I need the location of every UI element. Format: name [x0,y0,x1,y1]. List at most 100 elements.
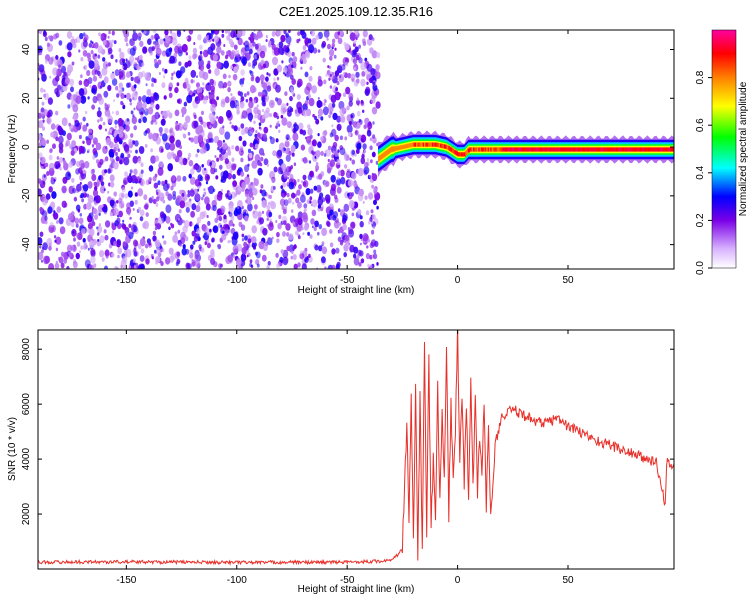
noise-blob [358,57,363,64]
noise-blob [155,196,160,202]
noise-blob [196,75,198,78]
signal-core-cell [429,142,432,147]
noise-blob [116,93,120,98]
noise-blob [109,150,115,159]
noise-blob [331,42,335,48]
signal-core-cell [601,147,604,152]
noise-blob [343,203,350,212]
noise-blob [207,46,214,55]
noise-blob [310,30,316,37]
noise-blob [327,145,332,151]
noise-blob [221,33,225,38]
noise-blob [257,132,261,138]
noise-blob [259,50,266,59]
signal-core-cell [420,142,423,147]
noise-blob [282,208,287,215]
noise-blob [197,135,203,143]
signal-core-cell [458,152,461,157]
noise-blob [180,161,184,166]
noise-blob [229,169,233,174]
noise-blob [61,75,66,81]
noise-blob [304,41,309,47]
noise-blob [127,82,132,88]
noise-blob [158,160,164,168]
noise-blob [346,114,352,122]
noise-blob [189,189,195,197]
noise-blob [159,211,165,219]
noise-blob [182,219,185,224]
signal-core-cell [435,142,439,147]
noise-blob [242,140,247,147]
noise-blob [142,102,147,109]
noise-blob [179,145,183,150]
noise-blob [272,56,278,66]
noise-blob [162,51,166,57]
signal-core-cell [523,147,526,152]
noise-blob [307,127,313,136]
noise-blob [98,73,103,79]
noise-blob [39,30,42,35]
noise-blob [168,247,174,255]
noise-blob [184,61,189,68]
noise-blob [140,248,145,254]
noise-blob [165,216,171,224]
noise-blob [251,160,258,169]
noise-blob [153,58,158,64]
noise-blob [66,244,73,253]
noise-blob [107,190,110,194]
noise-blob [48,57,54,65]
noise-blob [288,42,291,46]
noise-blob [66,132,72,141]
signal-core-cell [564,147,567,152]
noise-blob [287,67,294,76]
noise-blob [155,202,159,207]
noise-blob [138,146,145,154]
noise-blob [265,35,268,39]
noise-blob [280,114,284,119]
noise-blob [355,71,360,78]
noise-blob [326,221,331,228]
noise-blob [96,159,100,164]
signal-core-cell [629,147,632,152]
noise-blob [88,43,93,48]
noise-blob [169,82,173,88]
signal-core-cell [503,147,506,152]
noise-blob [336,186,342,194]
noise-blob [87,222,93,230]
signal-core-cell [598,147,602,152]
noise-blob [259,162,263,167]
signal-core-cell [508,147,511,152]
noise-blob [356,99,360,106]
noise-blob [115,85,119,91]
x-tick-label: -150 [116,275,136,286]
signal-core-cell [475,147,478,152]
noise-blob [198,56,202,61]
noise-blob [236,101,240,106]
noise-blob [362,109,365,114]
noise-blob [367,263,370,268]
noise-blob [177,229,181,234]
noise-blob [252,59,258,67]
signal-core-cell [642,147,645,152]
noise-blob [78,250,81,254]
noise-blob [286,192,290,198]
noise-blob [113,208,119,216]
noise-blob [295,230,299,236]
noise-blob [149,50,153,56]
noise-blob [42,242,48,251]
noise-blob [240,69,245,76]
noise-blob [357,209,362,215]
noise-blob [362,201,365,204]
signal-core-cell [479,147,482,152]
noise-blob [189,248,193,254]
noise-blob [343,41,347,47]
noise-blob [161,82,166,89]
noise-blob [66,42,73,51]
noise-blob [136,100,143,109]
noise-blob [80,57,84,62]
noise-blob [365,210,370,216]
noise-blob [306,199,311,205]
noise-blob [159,38,164,45]
signal-core-cell [553,147,557,152]
